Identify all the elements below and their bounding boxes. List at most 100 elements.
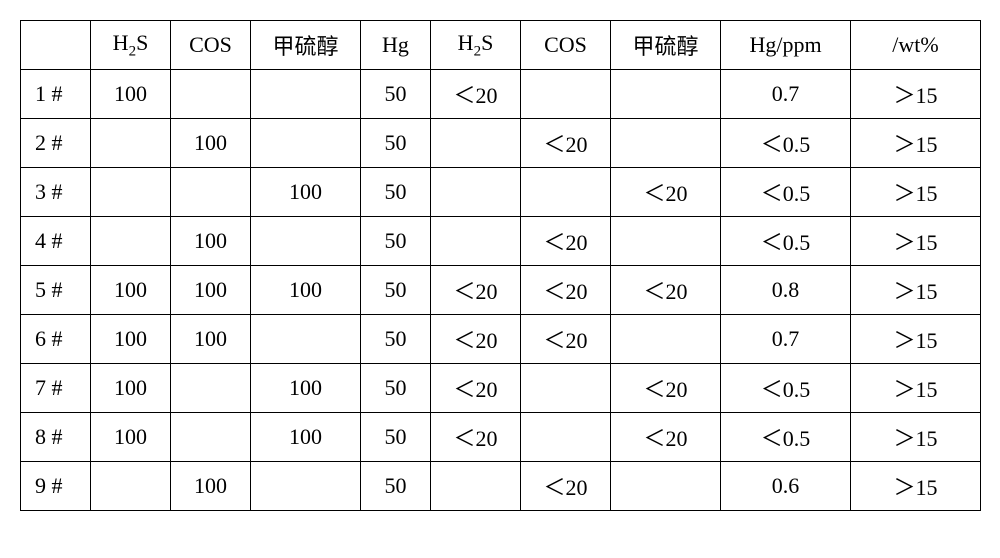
data-cell-h2s_out: ＜20: [431, 413, 521, 462]
data-cell-h2s_in: 100: [91, 70, 171, 119]
data-cell-wt_pct: ＞15: [851, 266, 981, 315]
data-cell-hg_ppm: 0.7: [721, 70, 851, 119]
data-cell-mm_in: 100: [251, 168, 361, 217]
col-header-hg-ppm: Hg/ppm: [721, 21, 851, 70]
data-cell-hg_in: 50: [361, 70, 431, 119]
data-cell-cos_in: [171, 364, 251, 413]
table-row: 2 # 100 50 ＜20 ＜0.5＞15: [21, 119, 981, 168]
data-cell-cos_out: ＜20: [521, 315, 611, 364]
data-cell-h2s_out: ＜20: [431, 70, 521, 119]
data-cell-cos_in: [171, 413, 251, 462]
data-cell-mm_in: [251, 119, 361, 168]
data-cell-cos_in: 100: [171, 462, 251, 511]
data-cell-hg_ppm: 0.7: [721, 315, 851, 364]
col-header-h2s-in: H2S: [91, 21, 171, 70]
row-label-cell: 8 #: [21, 413, 91, 462]
data-cell-mm_out: ＜20: [611, 168, 721, 217]
data-cell-h2s_in: 100: [91, 266, 171, 315]
data-cell-mm_in: 100: [251, 364, 361, 413]
data-cell-h2s_in: [91, 217, 171, 266]
col-header-mm-in: 甲硫醇: [251, 21, 361, 70]
row-label-cell: 6 #: [21, 315, 91, 364]
data-cell-hg_in: 50: [361, 413, 431, 462]
table-row: 4 #10050＜20＜0.5＞15: [21, 217, 981, 266]
data-cell-hg_ppm: ＜0.5: [721, 119, 851, 168]
data-cell-cos_out: [521, 364, 611, 413]
table-row: 7 #10010050＜20＜20＜0.5＞15: [21, 364, 981, 413]
data-cell-hg_in: 50: [361, 217, 431, 266]
data-cell-wt_pct: ＞15: [851, 315, 981, 364]
table-row: 6 #10010050＜20＜200.7＞15: [21, 315, 981, 364]
data-cell-hg_ppm: ＜0.5: [721, 413, 851, 462]
table-row: 9 # 100 50 ＜20 0.6＞15: [21, 462, 981, 511]
table-row: 3 #10050＜20＜0.5＞15: [21, 168, 981, 217]
data-cell-h2s_in: [91, 119, 171, 168]
data-cell-wt_pct: ＞15: [851, 70, 981, 119]
data-cell-cos_out: ＜20: [521, 266, 611, 315]
data-cell-h2s_out: ＜20: [431, 266, 521, 315]
col-header-mm-out: 甲硫醇: [611, 21, 721, 70]
row-label-cell: 7 #: [21, 364, 91, 413]
table-row: 1 #100 50＜20 0.7＞15: [21, 70, 981, 119]
data-cell-wt_pct: ＞15: [851, 413, 981, 462]
data-cell-wt_pct: ＞15: [851, 462, 981, 511]
data-cell-mm_in: 100: [251, 266, 361, 315]
row-label-cell: 2 #: [21, 119, 91, 168]
data-cell-h2s_in: 100: [91, 413, 171, 462]
table-row: 5 #10010010050＜20＜20＜200.8＞15: [21, 266, 981, 315]
row-label-cell: 1 #: [21, 70, 91, 119]
data-cell-hg_in: 50: [361, 315, 431, 364]
data-cell-h2s_out: [431, 168, 521, 217]
data-cell-cos_in: 100: [171, 315, 251, 364]
data-cell-mm_in: [251, 217, 361, 266]
data-cell-h2s_out: ＜20: [431, 364, 521, 413]
data-cell-mm_out: ＜20: [611, 364, 721, 413]
data-cell-cos_in: [171, 168, 251, 217]
data-cell-cos_in: [171, 70, 251, 119]
data-cell-cos_out: ＜20: [521, 462, 611, 511]
row-label-cell: 5 #: [21, 266, 91, 315]
data-cell-hg_ppm: ＜0.5: [721, 217, 851, 266]
col-header-wt-pct: /wt%: [851, 21, 981, 70]
data-cell-wt_pct: ＞15: [851, 119, 981, 168]
col-header-cos-in: COS: [171, 21, 251, 70]
data-cell-cos_out: [521, 168, 611, 217]
data-cell-hg_ppm: 0.6: [721, 462, 851, 511]
row-label-cell: 4 #: [21, 217, 91, 266]
data-cell-mm_in: [251, 315, 361, 364]
table-row: 8 #10010050＜20＜20＜0.5＞15: [21, 413, 981, 462]
data-cell-wt_pct: ＞15: [851, 168, 981, 217]
data-cell-wt_pct: ＞15: [851, 364, 981, 413]
data-cell-hg_ppm: ＜0.5: [721, 364, 851, 413]
data-cell-h2s_out: [431, 217, 521, 266]
data-cell-hg_in: 50: [361, 364, 431, 413]
data-cell-hg_in: 50: [361, 266, 431, 315]
data-cell-cos_in: 100: [171, 266, 251, 315]
data-cell-mm_in: [251, 70, 361, 119]
data-cell-mm_in: [251, 462, 361, 511]
data-cell-h2s_in: [91, 462, 171, 511]
data-cell-h2s_out: [431, 462, 521, 511]
row-label-cell: 9 #: [21, 462, 91, 511]
data-cell-hg_in: 50: [361, 462, 431, 511]
data-cell-cos_in: 100: [171, 119, 251, 168]
data-cell-mm_out: [611, 119, 721, 168]
data-cell-h2s_in: 100: [91, 364, 171, 413]
data-cell-hg_in: 50: [361, 168, 431, 217]
data-cell-cos_out: ＜20: [521, 119, 611, 168]
data-cell-h2s_in: [91, 168, 171, 217]
data-cell-mm_out: ＜20: [611, 266, 721, 315]
data-cell-cos_out: ＜20: [521, 217, 611, 266]
data-cell-mm_in: 100: [251, 413, 361, 462]
data-cell-cos_out: [521, 70, 611, 119]
col-header-cos-out: COS: [521, 21, 611, 70]
data-table: H2S COS 甲硫醇 Hg H2S COS 甲硫醇 Hg/ppm /wt% 1…: [20, 20, 981, 511]
data-cell-hg_ppm: 0.8: [721, 266, 851, 315]
data-cell-cos_out: [521, 413, 611, 462]
col-header-label: [21, 21, 91, 70]
data-cell-mm_out: [611, 217, 721, 266]
data-cell-wt_pct: ＞15: [851, 217, 981, 266]
data-cell-hg_in: 50: [361, 119, 431, 168]
data-cell-hg_ppm: ＜0.5: [721, 168, 851, 217]
data-cell-mm_out: [611, 70, 721, 119]
